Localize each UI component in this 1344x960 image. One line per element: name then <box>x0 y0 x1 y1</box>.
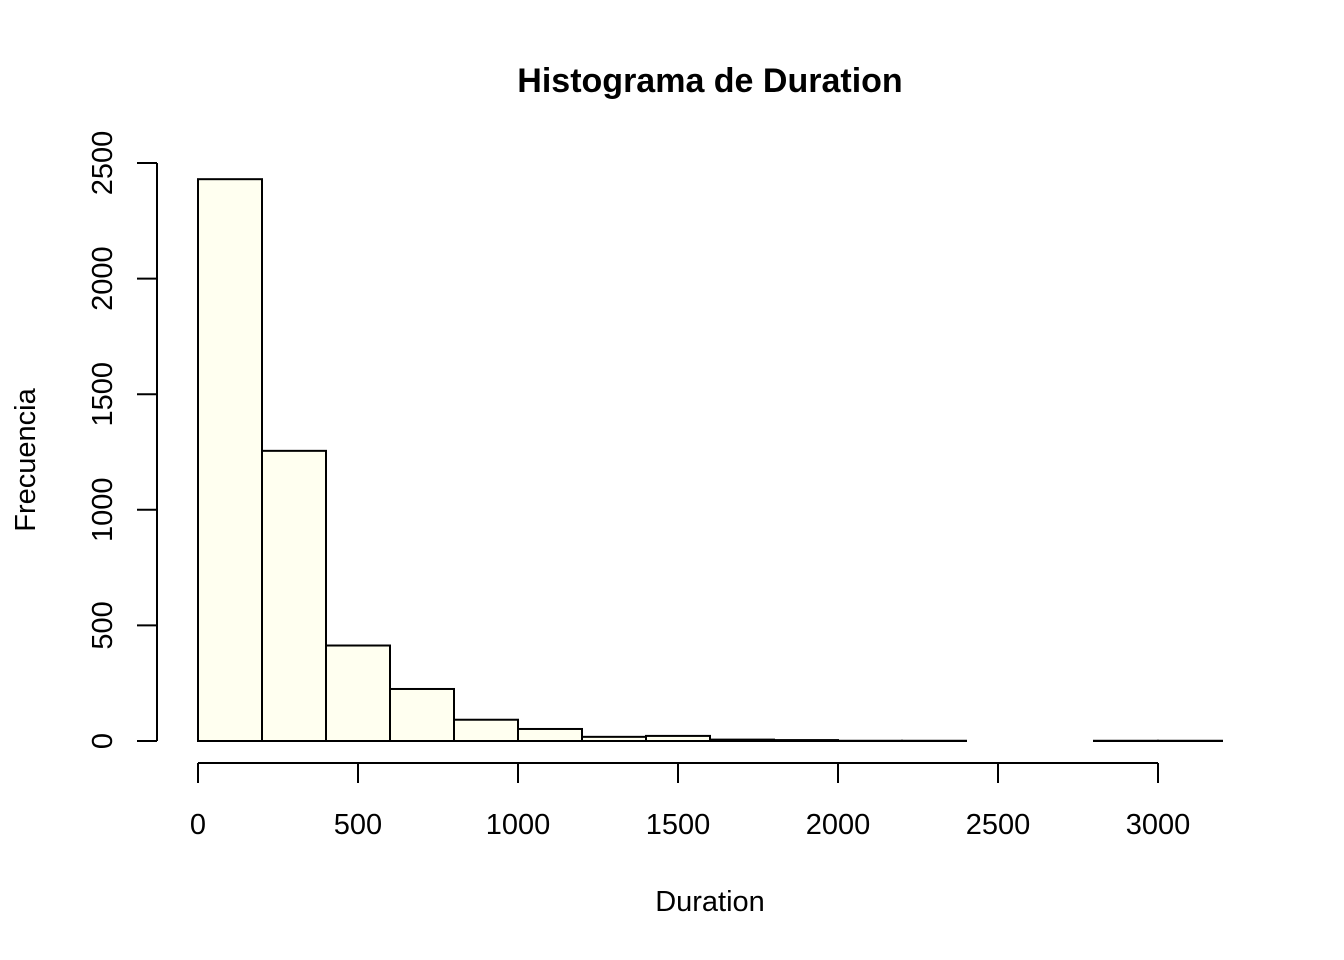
x-tick-label: 500 <box>334 809 382 841</box>
y-tick-label: 1000 <box>87 478 119 543</box>
histogram-bar-1 <box>261 449 327 742</box>
y-axis-label: Frecuencia <box>10 387 42 531</box>
histogram-bar-3 <box>389 687 455 742</box>
x-tick-label: 1000 <box>486 809 551 841</box>
y-tick-label: 2500 <box>87 131 119 196</box>
y-tick-label: 1500 <box>87 362 119 427</box>
x-tick-label: 1500 <box>646 809 711 841</box>
y-tick-label: 2000 <box>87 246 119 311</box>
histogram-bar-5 <box>517 727 583 742</box>
bars-group <box>197 178 1223 743</box>
y-tick-label: 500 <box>87 601 119 649</box>
x-tick-label: 2500 <box>966 809 1031 841</box>
histogram-bar-2 <box>325 644 391 743</box>
x-axis: 0 500 1000 1500 2000 2500 3000 <box>190 762 1191 841</box>
histogram-bar-8 <box>709 738 775 742</box>
histogram-bar-9 <box>773 739 839 742</box>
x-axis-label: Duration <box>655 886 765 918</box>
y-axis: 0 500 1000 1500 2000 2500 <box>87 131 158 749</box>
y-tick-label: 0 <box>87 733 119 749</box>
chart-title: Histograma de Duration <box>517 62 902 100</box>
x-tick-label: 0 <box>190 809 206 841</box>
x-tick-label: 2000 <box>806 809 871 841</box>
histogram-bar-4 <box>453 718 519 743</box>
x-tick-label: 3000 <box>1126 809 1191 841</box>
histogram-bar-0 <box>197 178 263 742</box>
histogram-bar-6 <box>581 735 647 742</box>
histogram-bar-7 <box>645 734 711 742</box>
